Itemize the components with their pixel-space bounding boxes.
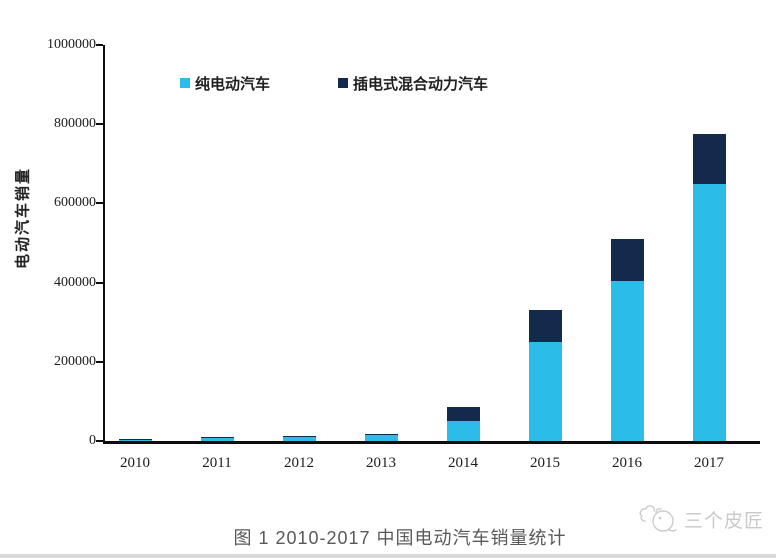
y-tick-label: 0 [89, 433, 96, 448]
bar-segment-2016-phev [610, 239, 644, 281]
x-tick-label-2012: 2012 [284, 455, 314, 471]
watermark: 三个皮匠 [636, 502, 764, 536]
legend-swatch-bev [180, 78, 190, 88]
x-tick-label-2014: 2014 [448, 455, 478, 471]
y-tick-mark [96, 281, 103, 284]
bar-segment-2012-bev [282, 437, 316, 441]
bar-segment-2011-bev [200, 438, 234, 441]
figure-caption: 图 1 2010-2017 中国电动汽车销量统计 [233, 528, 567, 548]
x-tick-label-2013: 2013 [366, 455, 396, 471]
bar-segment-2017-bev [692, 183, 726, 441]
y-tick-label: 400000 [54, 274, 96, 290]
bottom-divider [0, 554, 776, 558]
watermark-text: 三个皮匠 [684, 510, 765, 532]
bar-segment-2010-bev [118, 440, 152, 441]
y-tick-mark [96, 360, 103, 363]
bar-segment-2012-phev [282, 435, 316, 438]
bar-segment-2014-bev [446, 421, 480, 441]
legend-item-bev: 纯电动汽车 [180, 76, 270, 93]
bar-segment-2014-phev [446, 407, 480, 422]
y-tick-mark [96, 44, 103, 46]
legend-item-phev: 插电式混合动力汽车 [338, 76, 488, 93]
legend-swatch-phev [338, 78, 348, 88]
y-tick-mark [96, 202, 103, 205]
y-tick-label: 1000000 [47, 37, 96, 52]
y-tick-label: 200000 [54, 353, 96, 369]
y-tick-mark [96, 440, 103, 442]
y-tick-mark [96, 123, 103, 126]
bar-segment-2010-phev [118, 438, 152, 440]
x-tick-label-2017: 2017 [694, 455, 724, 471]
bar-segment-2017-phev [692, 134, 726, 184]
y-axis-line [103, 45, 105, 444]
x-tick-label-2010: 2010 [120, 455, 150, 471]
bar-segment-2011-phev [200, 437, 234, 439]
x-tick-label-2016: 2016 [612, 455, 642, 471]
legend-label-phev: 插电式混合动力汽车 [353, 75, 489, 93]
bar-segment-2013-bev [364, 435, 398, 441]
bar-segment-2013-phev [364, 433, 398, 436]
x-axis-line [103, 441, 760, 444]
x-tick-label-2015: 2015 [530, 455, 560, 471]
y-tick-label: 600000 [54, 195, 96, 211]
legend-label-bev: 纯电动汽车 [195, 75, 271, 93]
y-axis-title: 电动汽车销量 [14, 166, 32, 270]
bar-segment-2015-phev [528, 310, 562, 342]
watermark-doodle-icon [639, 505, 677, 532]
bar-segment-2016-bev [610, 280, 644, 441]
bar-segment-2015-bev [528, 342, 562, 441]
y-tick-label: 800000 [54, 116, 96, 132]
x-tick-label-2011: 2011 [202, 455, 232, 471]
